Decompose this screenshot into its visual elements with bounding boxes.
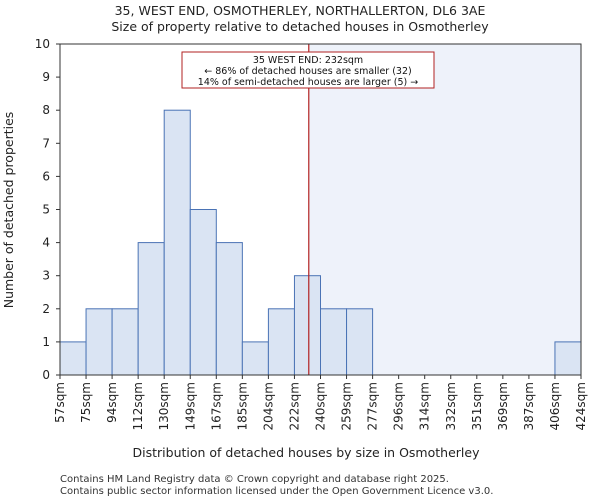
y-tick-label: 0 <box>42 368 50 382</box>
x-tick-label: 296sqm <box>392 382 406 430</box>
x-tick-label: 406sqm <box>548 382 562 430</box>
x-tick-label: 314sqm <box>418 382 432 430</box>
x-tick-label: 369sqm <box>496 382 510 430</box>
x-tick-label: 167sqm <box>209 382 223 430</box>
x-tick-label: 75sqm <box>79 382 93 423</box>
bar-406sqm <box>554 341 582 376</box>
y-axis-label: Number of detached properties <box>1 112 16 309</box>
annotation-line-2: ← 86% of detached houses are smaller (32… <box>204 66 411 77</box>
x-tick-label: 204sqm <box>261 382 275 430</box>
x-tick-label: 130sqm <box>157 382 171 430</box>
bar-75sqm <box>85 308 113 376</box>
x-tick-label: 332sqm <box>444 382 458 430</box>
annotation-line-3: 14% of semi-detached houses are larger (… <box>198 77 418 88</box>
bar-57sqm <box>59 341 87 376</box>
bar-167sqm <box>215 242 243 376</box>
x-tick-label: 277sqm <box>366 382 380 430</box>
y-tick-label: 9 <box>42 70 50 84</box>
footer-line-1: Contains HM Land Registry data © Crown c… <box>60 474 449 485</box>
y-tick-label: 8 <box>42 103 50 117</box>
x-tick-label: 149sqm <box>183 382 197 430</box>
x-tick-label: 185sqm <box>235 382 249 430</box>
x-tick-label: 112sqm <box>131 382 145 430</box>
bar-112sqm <box>137 242 165 376</box>
x-tick-label: 222sqm <box>287 382 301 430</box>
annotation-line-1: 35 WEST END: 232sqm <box>253 55 363 66</box>
x-tick-label: 351sqm <box>470 382 484 430</box>
chart-subtitle: Size of property relative to detached ho… <box>111 19 489 34</box>
y-tick-label: 2 <box>42 302 50 316</box>
y-tick-label: 6 <box>42 169 50 183</box>
y-tick-label: 1 <box>42 335 50 349</box>
x-tick-label: 57sqm <box>53 382 67 423</box>
bar-240sqm <box>320 308 348 376</box>
x-tick-label: 424sqm <box>574 382 588 430</box>
chart-title: 35, WEST END, OSMOTHERLEY, NORTHALLERTON… <box>115 3 486 18</box>
bar-185sqm <box>241 341 269 376</box>
bar-94sqm <box>111 308 139 376</box>
x-tick-label: 259sqm <box>340 382 354 430</box>
x-tick-label: 94sqm <box>105 382 119 423</box>
y-tick-label: 4 <box>42 236 50 250</box>
bar-259sqm <box>346 308 374 376</box>
bar-204sqm <box>267 308 295 376</box>
footer-line-2: Contains public sector information licen… <box>60 486 493 497</box>
y-tick-label: 5 <box>42 203 50 217</box>
x-tick-label: 387sqm <box>522 382 536 430</box>
x-axis-label: Distribution of detached houses by size … <box>133 445 481 460</box>
y-tick-label: 7 <box>42 136 50 150</box>
bar-222sqm <box>293 275 322 376</box>
bar-149sqm <box>189 209 217 376</box>
y-tick-label: 10 <box>35 37 50 51</box>
bar-130sqm <box>163 109 191 376</box>
x-tick-label: 240sqm <box>314 382 328 430</box>
y-tick-label: 3 <box>42 269 50 283</box>
annotation-box: 35 WEST END: 232sqm ← 86% of detached ho… <box>181 51 435 89</box>
